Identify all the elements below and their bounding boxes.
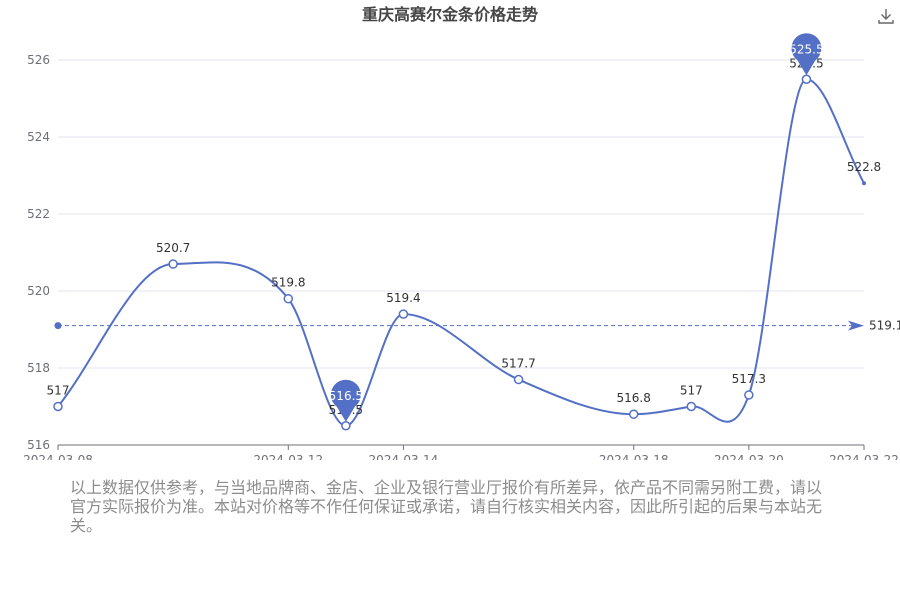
data-label: 520.7 [156,241,190,255]
y-tick-label: 516 [27,438,50,452]
y-tick-label: 522 [27,207,50,221]
max-marker-pin [791,33,822,76]
price-line-chart: 重庆高赛尔金条价格走势 516 518 520 522 524 526 2024-03-08… [23,5,900,460]
x-tick-label: 2024-03-08 [23,453,93,460]
x-tick-label: 2024-03-18 [599,453,669,460]
data-points [53,74,866,431]
y-tick-label: 524 [27,130,50,144]
average-label: 519.1 [869,319,900,333]
y-tick-label: 526 [27,53,50,67]
data-point [628,409,639,419]
data-point [744,390,754,400]
data-point [513,374,524,385]
data-label: 522.8 [847,160,881,174]
data-point [283,293,294,304]
download-button[interactable] [876,6,896,26]
data-label: 517 [680,384,703,398]
download-icon [878,9,894,24]
x-tick-label: 2024-03-22 [829,453,899,460]
data-point [801,74,812,84]
data-point [686,401,697,412]
chart-title: 重庆高赛尔金条价格走势 [362,5,538,24]
x-tick-label: 2024-03-12 [253,453,323,460]
data-label: 517.3 [732,372,766,386]
x-tick-label: 2024-03-20 [714,453,784,460]
average-line: 519.1 [54,319,900,333]
data-label: 519.4 [386,291,420,305]
y-tick-label: 520 [27,284,50,298]
data-point [168,259,178,269]
data-point [398,309,409,319]
x-tick-label: 2024-03-14 [369,453,439,460]
min-max-markers: 516.5 525.5 [329,33,824,422]
grid-lines [58,59,864,369]
axes: 516 518 520 522 524 526 2024-03-08 2024-03-12 20… [23,53,899,460]
min-marker-pin [330,379,361,422]
data-label: 517 [47,384,70,398]
data-point [53,401,63,412]
data-label: 519.8 [271,276,305,290]
y-tick-label: 518 [27,361,50,375]
data-point [862,181,866,186]
min-marker-label: 516.5 [329,389,363,403]
data-point [341,421,351,431]
data-label: 516.8 [617,391,651,405]
average-arrow [848,320,864,331]
data-label: 517.7 [501,357,535,371]
max-marker-label: 525.5 [789,42,823,56]
disclaimer-text: 以上数据仅供参考，与当地品牌商、金店、企业及银行营业厅报价有所差异，依产品不同需… [70,478,823,535]
